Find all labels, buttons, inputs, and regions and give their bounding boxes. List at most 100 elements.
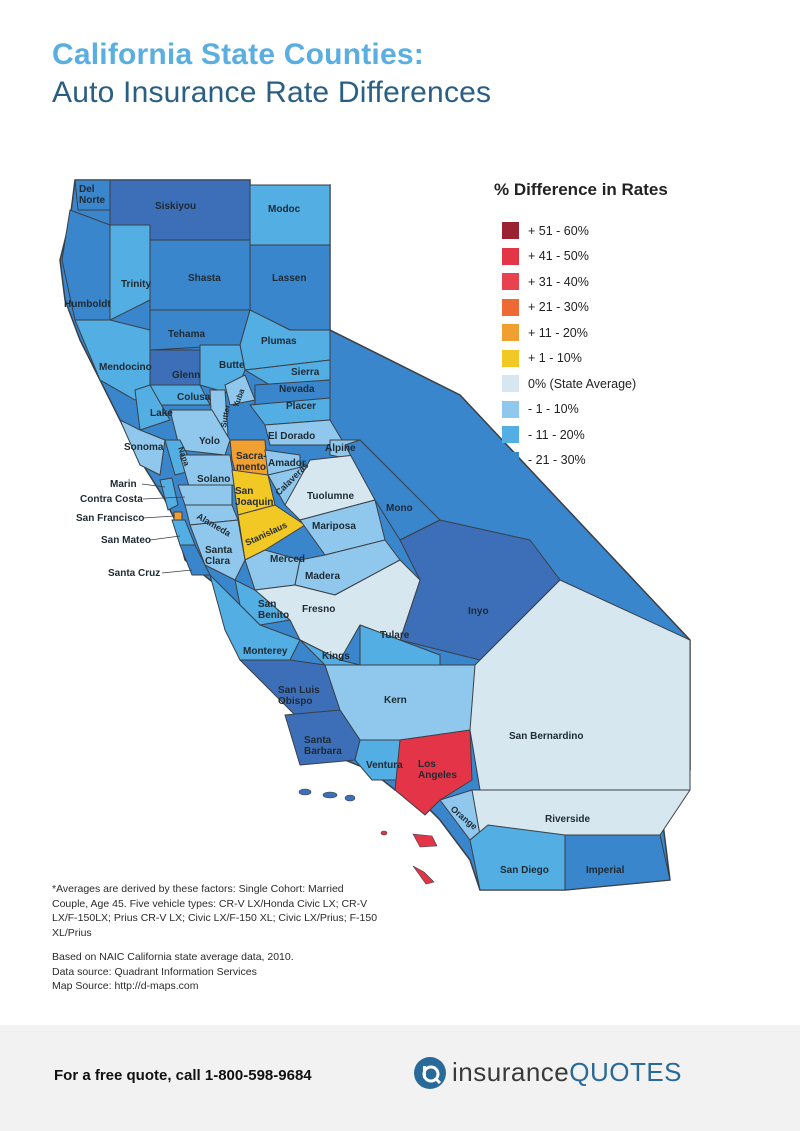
county-label: Placer xyxy=(286,401,316,412)
county-san-francisco[interactable] xyxy=(173,511,183,521)
footnotes: *Averages are derived by these factors: … xyxy=(52,882,382,994)
footer: For a free quote, call 1-800-598-9684 in… xyxy=(0,1025,800,1131)
county-tulare[interactable] xyxy=(359,624,441,666)
county-san-diego[interactable] xyxy=(469,824,566,891)
county-label: Trinity xyxy=(121,279,151,290)
county-label: San Francisco xyxy=(76,513,144,524)
legend-swatch xyxy=(502,298,519,316)
county-label: Sierra xyxy=(291,367,320,378)
legend-item: + 1 - 10% xyxy=(494,346,754,372)
county-label: Del Norte xyxy=(79,184,106,206)
county-label: Kern xyxy=(384,695,407,706)
county-label: Marin xyxy=(110,479,137,490)
legend-title: % Difference in Rates xyxy=(494,180,668,199)
county-label: Shasta xyxy=(188,273,221,284)
county-label: Tulare xyxy=(380,630,410,641)
page-subtitle: Auto Insurance Rate Differences xyxy=(52,76,492,109)
logo-wordmark: insuranceQUOTES xyxy=(452,1057,683,1087)
legend-swatch xyxy=(502,273,519,291)
county-label: Butte xyxy=(219,360,245,371)
county-label: San Joaquin xyxy=(235,486,273,508)
leader-line xyxy=(161,569,193,574)
county-label: Sacra-mento xyxy=(236,451,267,473)
county-label: Madera xyxy=(305,571,340,582)
county-modoc[interactable] xyxy=(249,184,331,246)
county-label: Nevada xyxy=(279,384,315,395)
county-label: Sonoma xyxy=(124,442,164,453)
county-label: Humboldt xyxy=(64,299,111,310)
legend-label: - 1 - 10% xyxy=(528,402,579,417)
county-yuba[interactable] xyxy=(224,374,256,406)
channel-island xyxy=(412,865,435,885)
leader-line xyxy=(142,496,186,500)
county-label: Sutter xyxy=(219,404,232,428)
county-santa-clara[interactable] xyxy=(189,519,246,581)
county-sonoma[interactable] xyxy=(119,419,166,476)
legend-item: + 41 - 50% xyxy=(494,244,754,270)
legend-label: + 41 - 50% xyxy=(528,249,589,264)
leader-line xyxy=(141,483,166,488)
county-label: Colusa xyxy=(177,392,211,403)
county-label: Mariposa xyxy=(312,521,356,532)
call-to-action[interactable]: For a free quote, call 1-800-598-9684 xyxy=(54,1067,312,1084)
legend-item: - 1 - 10% xyxy=(494,397,754,423)
county-label: Fresno xyxy=(302,604,335,615)
county-label: Lassen xyxy=(272,273,306,284)
county-label: Modoc xyxy=(268,204,301,215)
legend-swatch xyxy=(502,349,519,367)
county-label: San Luis Obispo xyxy=(278,685,320,707)
legend-swatch xyxy=(502,451,519,469)
county-label: Riverside xyxy=(545,814,590,825)
legend-label: - 21 - 30% xyxy=(528,453,586,468)
legend-label: + 1 - 10% xyxy=(528,351,582,366)
legend: % Difference in Rates + 51 - 60% + 41 - 5… xyxy=(494,180,754,473)
legend-item: 0% (State Average) xyxy=(494,371,754,397)
legend-label: 0% (State Average) xyxy=(528,376,637,391)
channel-island xyxy=(344,794,356,802)
county-imperial[interactable] xyxy=(564,834,671,891)
leader-line xyxy=(149,535,181,541)
legend-label: + 51 - 60% xyxy=(528,223,589,238)
county-label: Yolo xyxy=(199,436,220,447)
note-map-source: Map Source: http://d-maps.com xyxy=(52,980,199,992)
note-factors: *Averages are derived by these factors: … xyxy=(52,883,378,939)
county-label: San Diego xyxy=(500,865,549,876)
channel-island xyxy=(298,788,312,796)
county-label: Los Angeles xyxy=(418,759,457,781)
county-label: Mono xyxy=(386,503,413,514)
legend-item: + 11 - 20% xyxy=(494,320,754,346)
channel-island xyxy=(380,830,388,836)
county-ventura[interactable] xyxy=(354,739,406,781)
county-label: Monterey xyxy=(243,646,288,657)
county-label: Plumas xyxy=(261,336,297,347)
county-lake[interactable] xyxy=(134,384,171,431)
county-label: Santa Barbara xyxy=(304,735,342,757)
county-label: Glenn xyxy=(172,370,200,381)
page-title: California State Counties: xyxy=(52,38,424,71)
legend-swatch xyxy=(502,375,519,393)
county-label: Ventura xyxy=(366,760,403,771)
county-label: Siskiyou xyxy=(155,201,196,212)
county-label: Alpine xyxy=(325,443,356,454)
county-marin[interactable] xyxy=(159,477,179,511)
county-label: San Bernardino xyxy=(509,731,583,742)
legend-item: - 21 - 30% xyxy=(494,448,754,474)
county-label: Kings xyxy=(322,651,350,662)
county-label: Mendocino xyxy=(99,362,152,373)
note-basis: Based on NAIC California state average d… xyxy=(52,951,294,963)
county-label: Santa Clara xyxy=(205,545,233,567)
legend-label: + 21 - 30% xyxy=(528,300,589,315)
county-label: Inyo xyxy=(468,606,489,617)
logo-icon xyxy=(414,1057,446,1089)
legend-swatch xyxy=(502,222,519,240)
county-monterey[interactable] xyxy=(209,574,301,661)
legend-swatch xyxy=(502,400,519,418)
legend-label: + 31 - 40% xyxy=(528,274,589,289)
legend-item: + 21 - 30% xyxy=(494,295,754,321)
county-label: Solano xyxy=(197,474,230,485)
county-label: Tehama xyxy=(168,329,205,340)
legend-label: + 11 - 20% xyxy=(528,325,588,340)
california-county-map: Del Norte Siskiyou Modoc Humboldt Trinity… xyxy=(59,179,691,891)
county-contra-costa[interactable] xyxy=(177,484,233,506)
legend-swatch xyxy=(502,324,519,342)
